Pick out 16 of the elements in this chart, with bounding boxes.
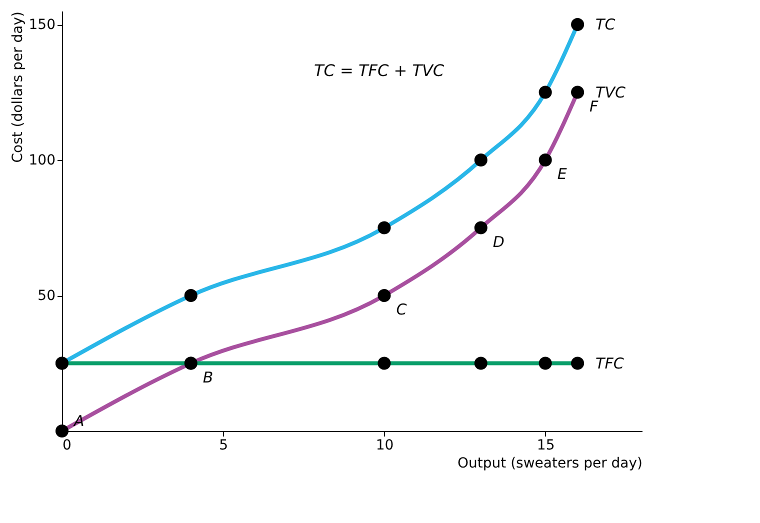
y-tick-label: 100 xyxy=(28,152,56,169)
series-label: TFC xyxy=(596,354,624,372)
x-tick-label: 0 xyxy=(62,438,72,454)
x-tick-label: 10 xyxy=(376,438,394,454)
annotation: B xyxy=(202,368,214,386)
annotation: E xyxy=(557,165,568,184)
y-tick-label: 150 xyxy=(28,17,56,34)
x-axis-title: Output (sweaters per day) xyxy=(457,456,642,472)
annotation: TC = TFC + TVC xyxy=(314,61,445,80)
series-label: TC xyxy=(596,16,616,34)
annotation: D xyxy=(492,232,504,251)
y-tick-label: 50 xyxy=(38,288,56,304)
x-tick-label: 15 xyxy=(536,438,555,454)
y-axis-title: Cost (dollars per day) xyxy=(10,12,26,163)
annotation: C xyxy=(396,300,408,319)
x-tick-label: 5 xyxy=(219,438,228,454)
